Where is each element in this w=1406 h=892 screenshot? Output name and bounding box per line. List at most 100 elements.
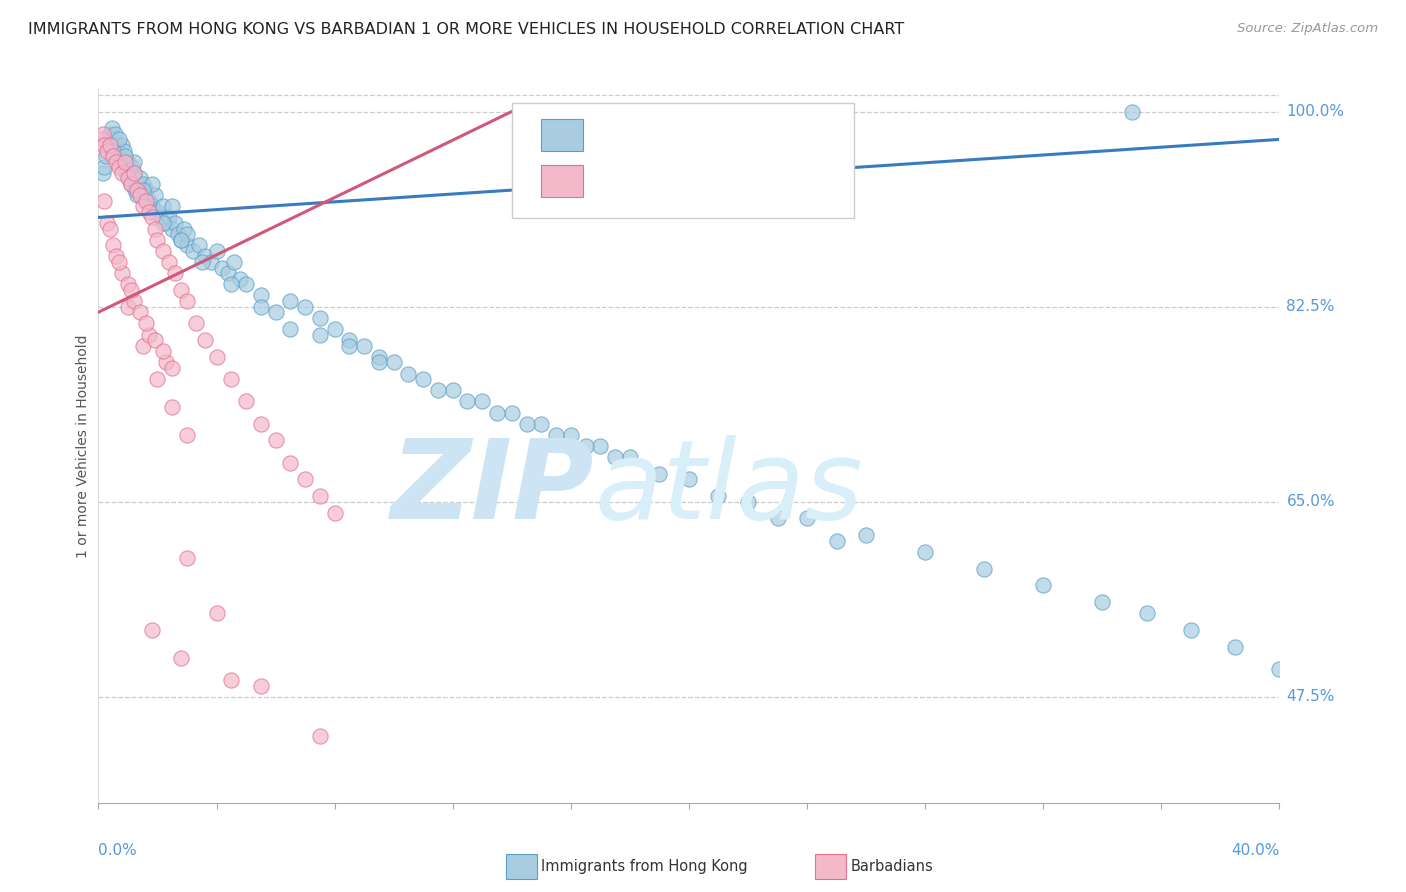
Text: 0.275: 0.275	[665, 127, 718, 145]
Point	[112, 144, 135, 158]
Point	[117, 154, 139, 169]
Point	[187, 238, 209, 252]
Point	[219, 673, 243, 687]
Point	[143, 188, 166, 202]
Point	[766, 511, 789, 525]
Point	[138, 194, 160, 208]
Point	[200, 255, 222, 269]
Point	[117, 277, 139, 292]
Point	[825, 533, 848, 548]
Point	[294, 300, 316, 314]
Point	[146, 233, 169, 247]
Text: R =: R =	[600, 172, 637, 190]
Point	[157, 211, 180, 225]
FancyBboxPatch shape	[512, 103, 855, 218]
Point	[125, 182, 148, 196]
Point	[1223, 640, 1246, 654]
FancyBboxPatch shape	[541, 165, 582, 197]
Text: R =: R =	[600, 127, 637, 145]
Point	[128, 171, 150, 186]
Point	[105, 154, 128, 169]
Point	[110, 154, 132, 169]
Point	[309, 310, 332, 325]
Point	[176, 550, 198, 565]
Point	[250, 417, 273, 431]
Text: 40.0%: 40.0%	[1232, 843, 1279, 858]
Point	[194, 249, 217, 264]
Point	[337, 338, 360, 352]
Point	[96, 216, 118, 230]
Point	[456, 394, 478, 409]
Point	[128, 188, 150, 202]
Point	[574, 439, 596, 453]
Point	[127, 177, 149, 191]
Text: atlas: atlas	[595, 435, 863, 542]
Point	[205, 607, 228, 621]
Point	[152, 216, 174, 230]
Point	[176, 293, 198, 308]
Point	[205, 350, 228, 364]
Point	[181, 244, 204, 258]
Point	[471, 394, 494, 409]
Point	[353, 338, 375, 352]
Point	[105, 138, 128, 153]
Text: Immigrants from Hong Kong: Immigrants from Hong Kong	[541, 859, 748, 873]
Point	[368, 355, 391, 369]
Point	[138, 205, 160, 219]
Point	[176, 238, 198, 252]
Point	[122, 166, 145, 180]
Point	[96, 138, 118, 153]
Point	[103, 238, 125, 252]
Point	[337, 333, 360, 347]
Point	[124, 182, 146, 196]
Point	[128, 305, 150, 319]
Point	[546, 428, 568, 442]
Point	[152, 244, 174, 258]
Point	[737, 494, 759, 508]
Point	[141, 199, 163, 213]
Point	[707, 489, 730, 503]
Point	[211, 260, 233, 275]
Text: 65.0%: 65.0%	[1286, 494, 1334, 509]
Point	[155, 216, 177, 230]
Point	[530, 417, 553, 431]
Point	[162, 360, 183, 375]
Point	[973, 562, 995, 576]
Text: Barbadians: Barbadians	[851, 859, 934, 873]
Point	[107, 144, 129, 158]
Point	[98, 221, 121, 235]
FancyBboxPatch shape	[541, 119, 582, 151]
Text: 111: 111	[818, 127, 853, 145]
Point	[108, 132, 131, 146]
Point	[264, 434, 287, 448]
Point	[152, 199, 174, 213]
Point	[194, 333, 217, 347]
Point	[125, 188, 148, 202]
Point	[235, 394, 257, 409]
Point	[323, 506, 346, 520]
Point	[108, 161, 131, 175]
Point	[250, 300, 273, 314]
Point	[97, 132, 120, 146]
Point	[796, 511, 818, 525]
Point	[152, 344, 174, 359]
Point	[368, 350, 391, 364]
Point	[100, 121, 122, 136]
Text: 82.5%: 82.5%	[1286, 299, 1334, 314]
Point	[278, 456, 302, 470]
Point	[111, 138, 134, 153]
Point	[162, 400, 183, 414]
Point	[138, 327, 160, 342]
Point	[91, 127, 114, 141]
Point	[93, 138, 115, 153]
Point	[170, 283, 193, 297]
Point	[176, 428, 198, 442]
Point	[98, 127, 121, 141]
Point	[117, 300, 139, 314]
Point	[250, 288, 273, 302]
Point	[1121, 104, 1143, 119]
Point	[121, 161, 143, 175]
Point	[501, 405, 523, 419]
Point	[93, 194, 115, 208]
Point	[96, 144, 118, 158]
